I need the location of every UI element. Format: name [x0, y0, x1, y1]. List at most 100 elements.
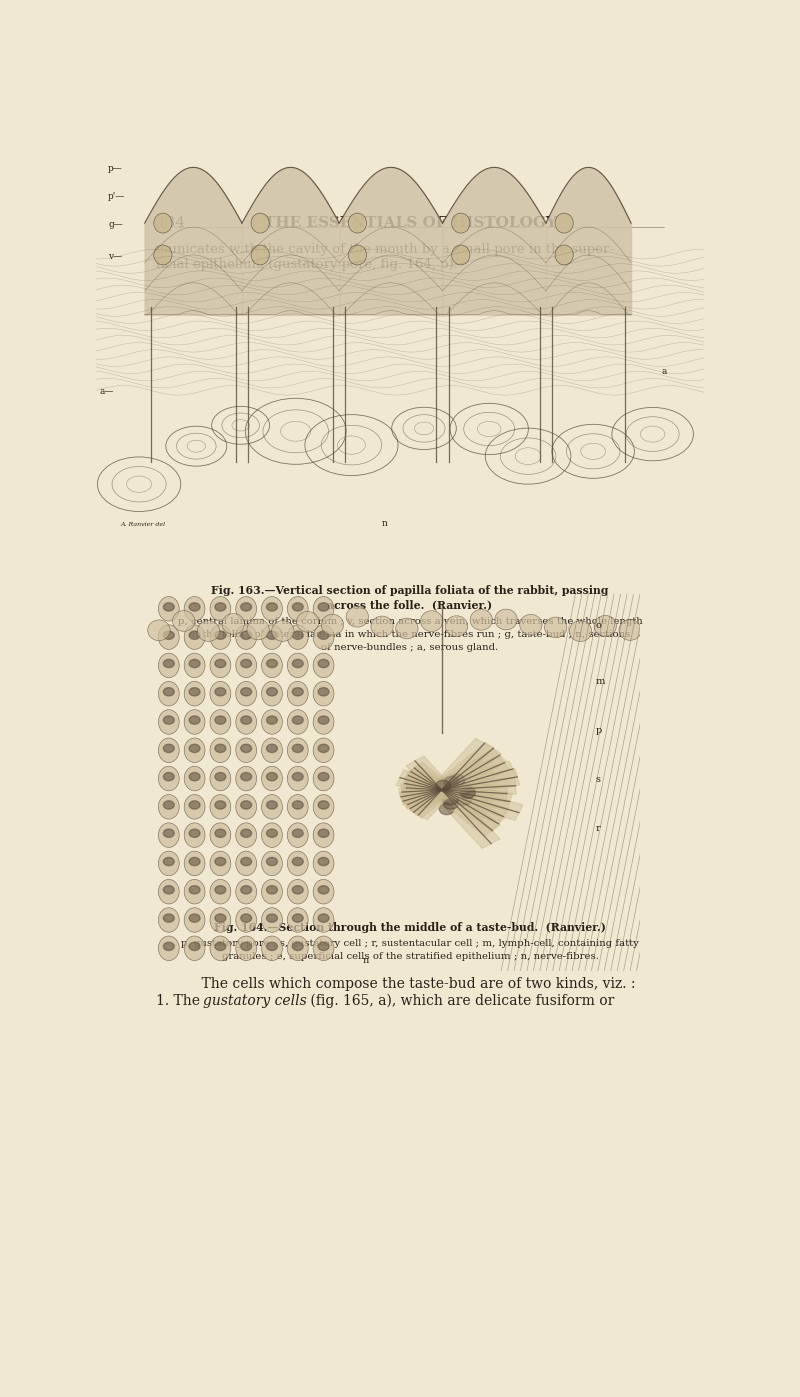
Ellipse shape: [154, 214, 172, 233]
Ellipse shape: [184, 936, 205, 961]
Ellipse shape: [210, 597, 231, 622]
Circle shape: [318, 800, 329, 809]
Text: THE ESSENTIALS OF HISTOLOGY: THE ESSENTIALS OF HISTOLOGY: [263, 217, 557, 231]
Ellipse shape: [236, 936, 257, 961]
Circle shape: [241, 886, 252, 894]
Circle shape: [266, 914, 278, 922]
Circle shape: [318, 745, 329, 753]
Circle shape: [436, 780, 450, 792]
Ellipse shape: [313, 682, 334, 705]
Text: gustatory cells: gustatory cells: [203, 993, 306, 1007]
Circle shape: [266, 942, 278, 950]
Polygon shape: [396, 770, 523, 820]
Ellipse shape: [348, 244, 366, 265]
Circle shape: [292, 800, 303, 809]
Circle shape: [163, 659, 174, 668]
Ellipse shape: [210, 880, 231, 904]
Circle shape: [318, 602, 329, 610]
Text: o: o: [595, 620, 602, 630]
Circle shape: [241, 659, 252, 668]
Ellipse shape: [452, 244, 470, 265]
Circle shape: [215, 858, 226, 866]
Circle shape: [292, 773, 303, 781]
Ellipse shape: [555, 214, 574, 233]
Circle shape: [266, 828, 278, 837]
Ellipse shape: [262, 851, 282, 876]
Ellipse shape: [158, 738, 179, 763]
Ellipse shape: [173, 610, 195, 631]
Ellipse shape: [236, 654, 257, 678]
Circle shape: [215, 659, 226, 668]
Circle shape: [215, 602, 226, 610]
Text: p, gustatory pore ; s, gustatory cell ; r, sustentacular cell ; m, lymph-cell, c: p, gustatory pore ; s, gustatory cell ; …: [181, 939, 639, 949]
Circle shape: [189, 858, 200, 866]
Text: p—: p—: [108, 165, 123, 173]
Circle shape: [459, 785, 474, 796]
Circle shape: [266, 745, 278, 753]
Ellipse shape: [287, 936, 308, 961]
Circle shape: [189, 914, 200, 922]
Text: granules ; e, superficial cells of the stratified epithelium ; n, nerve-fibres.: granules ; e, superficial cells of the s…: [222, 951, 598, 961]
Circle shape: [443, 798, 458, 809]
Ellipse shape: [262, 795, 282, 819]
Text: r: r: [595, 824, 600, 834]
Ellipse shape: [287, 767, 308, 791]
Ellipse shape: [262, 880, 282, 904]
Text: ficial epithelium (gustatory pore, fig. 164, p).: ficial epithelium (gustatory pore, fig. …: [156, 258, 458, 271]
Circle shape: [163, 942, 174, 950]
Ellipse shape: [262, 654, 282, 678]
Circle shape: [443, 778, 458, 791]
Circle shape: [318, 715, 329, 724]
Ellipse shape: [158, 710, 179, 735]
Ellipse shape: [210, 710, 231, 735]
Circle shape: [189, 659, 200, 668]
Ellipse shape: [184, 654, 205, 678]
Circle shape: [241, 631, 252, 640]
Circle shape: [241, 858, 252, 866]
Ellipse shape: [313, 936, 334, 961]
Ellipse shape: [184, 738, 205, 763]
Ellipse shape: [210, 767, 231, 791]
Circle shape: [450, 774, 465, 785]
Polygon shape: [410, 739, 494, 820]
Circle shape: [163, 914, 174, 922]
Circle shape: [292, 602, 303, 610]
Circle shape: [215, 773, 226, 781]
Circle shape: [292, 715, 303, 724]
Ellipse shape: [210, 624, 231, 650]
Text: 134: 134: [156, 217, 185, 231]
Circle shape: [163, 745, 174, 753]
Ellipse shape: [210, 738, 231, 763]
Ellipse shape: [371, 616, 394, 637]
Ellipse shape: [520, 615, 542, 636]
Circle shape: [443, 793, 458, 805]
Circle shape: [318, 631, 329, 640]
Circle shape: [292, 631, 303, 640]
Polygon shape: [406, 743, 502, 819]
Circle shape: [189, 886, 200, 894]
Circle shape: [266, 800, 278, 809]
Circle shape: [189, 631, 200, 640]
Ellipse shape: [545, 617, 567, 638]
Polygon shape: [399, 761, 517, 809]
Circle shape: [163, 886, 174, 894]
Ellipse shape: [236, 710, 257, 735]
Ellipse shape: [236, 682, 257, 705]
Ellipse shape: [210, 654, 231, 678]
Circle shape: [189, 828, 200, 837]
Ellipse shape: [236, 767, 257, 791]
Ellipse shape: [262, 936, 282, 961]
Circle shape: [292, 745, 303, 753]
Circle shape: [292, 858, 303, 866]
Ellipse shape: [158, 851, 179, 876]
Ellipse shape: [158, 795, 179, 819]
Ellipse shape: [313, 597, 334, 622]
Ellipse shape: [251, 214, 270, 233]
Circle shape: [215, 745, 226, 753]
Ellipse shape: [287, 624, 308, 650]
Circle shape: [318, 687, 329, 696]
Ellipse shape: [287, 851, 308, 876]
Ellipse shape: [210, 936, 231, 961]
Circle shape: [241, 800, 252, 809]
Ellipse shape: [236, 738, 257, 763]
